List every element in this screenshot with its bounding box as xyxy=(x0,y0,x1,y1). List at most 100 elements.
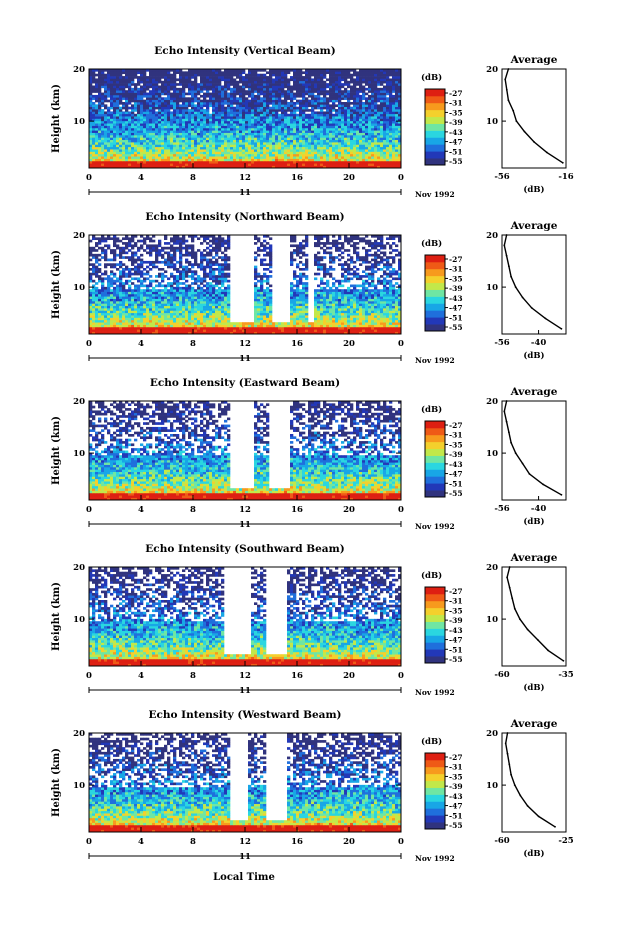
heatmap-cell xyxy=(272,160,276,164)
heatmap-cell xyxy=(257,319,261,323)
heatmap-cell xyxy=(248,120,252,124)
heatmap-cell xyxy=(140,111,144,115)
heatmap-cell xyxy=(218,127,222,131)
heatmap-cell xyxy=(269,111,273,115)
heatmap-cell xyxy=(365,80,369,84)
heatmap-cell xyxy=(185,329,189,332)
heatmap-cell xyxy=(92,85,96,89)
heatmap-cell xyxy=(140,151,144,155)
heatmap-cell xyxy=(155,80,159,84)
heatmap-cell xyxy=(182,116,186,119)
heatmap-cell xyxy=(209,132,213,136)
heatmap-cell xyxy=(131,315,135,318)
heatmap-cell xyxy=(98,144,102,148)
heatmap-cell xyxy=(278,99,282,103)
heatmap-cell xyxy=(335,135,339,138)
heatmap-cell xyxy=(326,165,330,169)
heatmap-cell xyxy=(383,85,387,89)
heatmap-cell xyxy=(254,104,258,108)
heatmap-cell xyxy=(344,83,348,86)
heatmap-cell xyxy=(284,71,288,75)
heatmap-cell xyxy=(161,97,165,100)
heatmap-cell xyxy=(368,125,372,129)
heatmap-cell xyxy=(251,113,255,117)
heatmap-cell xyxy=(371,149,375,152)
heatmap-cell xyxy=(101,102,105,105)
heatmap-cell xyxy=(140,156,144,159)
heatmap-cell xyxy=(395,142,399,145)
heatmap-cell xyxy=(356,165,360,169)
heatmap-cell xyxy=(221,106,225,110)
heatmap-cell xyxy=(365,329,369,332)
heatmap-cell xyxy=(329,113,333,117)
heatmap-cell xyxy=(398,158,402,162)
heatmap-cell xyxy=(185,76,189,79)
profile-point xyxy=(561,161,564,164)
heatmap-cell xyxy=(266,78,270,82)
colorbar-swatch xyxy=(425,123,445,131)
heatmap-cell xyxy=(164,87,168,91)
heatmap-cell xyxy=(104,324,108,328)
heatmap-cell xyxy=(257,73,261,77)
heatmap-cell xyxy=(239,326,243,330)
heatmap-cell xyxy=(344,163,348,166)
heatmap-cell xyxy=(386,113,390,117)
heatmap-cell xyxy=(302,130,306,133)
heatmap-cell xyxy=(275,331,279,335)
heatmap-cell xyxy=(149,319,153,323)
heatmap-cell xyxy=(107,106,111,110)
heatmap-cell xyxy=(125,331,129,335)
heatmap-cell xyxy=(170,319,174,323)
heatmap-cell xyxy=(302,149,306,152)
heatmap-cell xyxy=(248,113,252,117)
heatmap-cell xyxy=(158,130,162,133)
heatmap-cell xyxy=(272,139,276,143)
heatmap-cell xyxy=(305,322,309,325)
heatmap-cell xyxy=(365,118,369,122)
heatmap-cell xyxy=(197,144,201,148)
heatmap-cell xyxy=(239,85,243,89)
heatmap-cell xyxy=(335,149,339,152)
heatmap-cell xyxy=(263,165,267,169)
heatmap-cell xyxy=(209,142,213,145)
heatmap-cell xyxy=(116,127,120,131)
heatmap-cell xyxy=(230,160,234,164)
heatmap-cell xyxy=(266,109,270,112)
heatmap-cell xyxy=(266,123,270,126)
heatmap-cell xyxy=(344,142,348,145)
heatmap-cell xyxy=(230,151,234,155)
heatmap-cell xyxy=(338,83,342,86)
heatmap-cell xyxy=(134,92,138,96)
heatmap-cell xyxy=(338,135,342,138)
heatmap-cell xyxy=(266,319,270,323)
heatmap-cell xyxy=(98,87,102,91)
heatmap-cell xyxy=(176,94,180,98)
heatmap-cell xyxy=(257,90,261,93)
colorbar-swatch xyxy=(425,158,445,166)
heatmap-cell xyxy=(302,139,306,143)
heatmap-cell xyxy=(380,118,384,122)
heatmap-cell xyxy=(311,156,315,159)
heatmap-cell xyxy=(134,319,138,323)
heatmap-cell xyxy=(332,326,336,330)
heatmap-cell xyxy=(209,158,213,162)
heatmap-cell xyxy=(260,120,264,124)
heatmap-cell xyxy=(236,76,240,79)
heatmap-cell xyxy=(176,142,180,145)
heatmap-cell xyxy=(167,85,171,89)
heatmap-cell xyxy=(389,125,393,129)
heatmap-cell xyxy=(212,165,216,169)
heatmap-cell xyxy=(350,322,354,325)
heatmap-cell xyxy=(323,113,327,117)
heatmap-cell xyxy=(335,132,339,136)
heatmap-cell xyxy=(95,324,99,328)
heatmap-cell xyxy=(203,163,207,166)
profile-point xyxy=(507,68,510,70)
heatmap-cell xyxy=(356,123,360,126)
heatmap-cell xyxy=(281,163,285,166)
heatmap-cell xyxy=(329,151,333,155)
heatmap-cell xyxy=(215,111,219,115)
heatmap-cell xyxy=(278,144,282,148)
heatmap-cell xyxy=(158,163,162,166)
heatmap-cell xyxy=(266,106,270,110)
